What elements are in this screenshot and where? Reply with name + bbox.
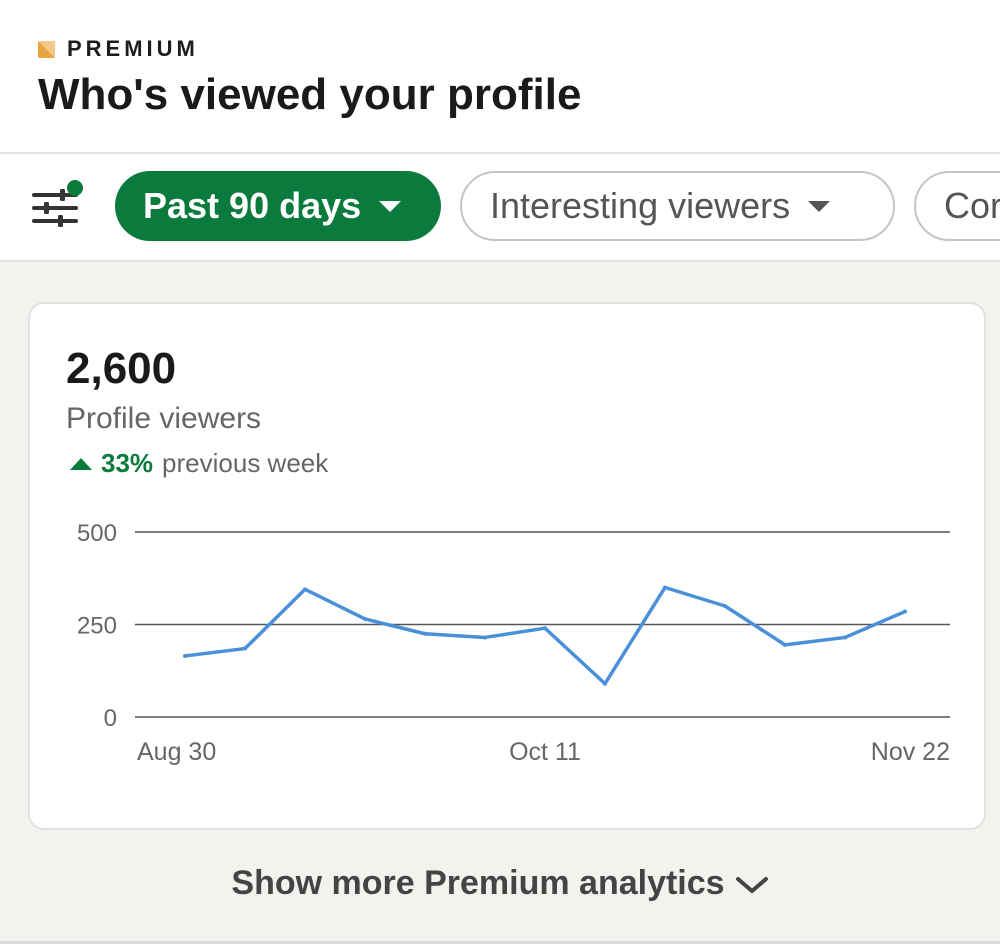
series-line (183, 585, 907, 686)
viewers-line-chart: 500 250 0 Aug 30 Oct 11 Nov 22 (77, 520, 950, 766)
show-more-analytics-button[interactable]: Show more Premium analytics (0, 864, 1000, 903)
metric-label: Profile viewers (66, 402, 262, 435)
caret-down-icon (808, 200, 831, 212)
header-divider (0, 152, 1000, 154)
page-title: Who's viewed your profile (38, 70, 582, 119)
change-text: previous week (162, 448, 329, 478)
y-tick-label: 500 (77, 520, 117, 547)
data-point (363, 616, 367, 621)
filter-active-dot (67, 180, 83, 196)
premium-badge: PREMIUM (38, 36, 199, 62)
change-value: 33% (101, 448, 154, 478)
data-point (483, 635, 487, 640)
filter-chip-label: Cor (944, 185, 1000, 226)
filter-chip-viewers[interactable]: Interesting viewers (460, 171, 895, 241)
x-tick-label: Oct 11 (509, 738, 581, 766)
data-point (843, 635, 847, 640)
premium-icon (38, 40, 55, 58)
x-tick-label: Nov 22 (871, 738, 950, 766)
filter-chip-label: Interesting viewers (490, 185, 791, 226)
filter-divider (0, 260, 1000, 262)
filter-sliders-icon[interactable] (30, 180, 86, 230)
data-point (243, 646, 247, 651)
filter-chip-date-range[interactable]: Past 90 days (115, 171, 441, 241)
profile-viewers-card: 2,600 Profile viewers 33% previous week … (28, 302, 986, 830)
data-point (183, 653, 187, 658)
data-point (783, 642, 787, 647)
y-tick-label: 250 (77, 613, 117, 640)
data-point (723, 604, 727, 608)
data-point (543, 626, 547, 631)
arrow-up-icon (70, 457, 92, 470)
filter-bar: Past 90 days Interesting viewers Cor (0, 154, 1000, 260)
premium-label: PREMIUM (67, 36, 199, 61)
page-header: PREMIUM Who's viewed your profile (0, 0, 1000, 152)
show-more-label: Show more Premium analytics (231, 864, 725, 902)
y-tick-label: 0 (104, 705, 117, 732)
filter-chip-third[interactable]: Cor (914, 171, 1000, 241)
data-point (423, 631, 427, 636)
analytics-content: 2,600 Profile viewers 33% previous week … (0, 262, 1000, 944)
x-tick-label: Aug 30 (137, 738, 216, 766)
caret-down-icon (379, 200, 402, 212)
filter-chip-label: Past 90 days (143, 185, 362, 226)
chevron-down-icon (735, 877, 768, 894)
data-point (603, 681, 607, 686)
data-point (303, 587, 307, 592)
bottom-divider (0, 941, 1000, 944)
viewer-count: 2,600 (66, 344, 177, 393)
data-point (663, 585, 667, 590)
change-indicator: 33% previous week (70, 448, 328, 479)
data-point (903, 609, 907, 614)
